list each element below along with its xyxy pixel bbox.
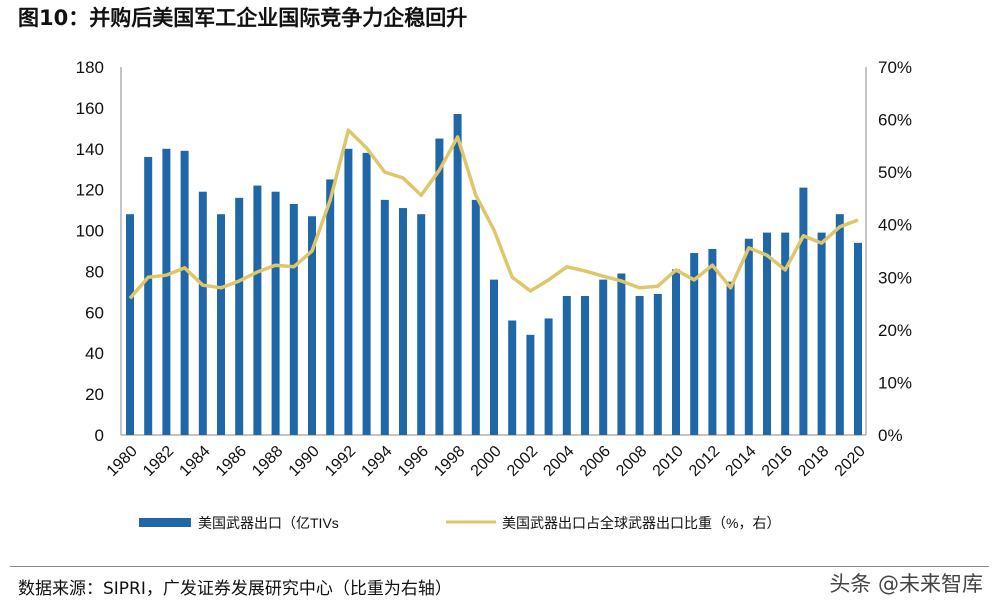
bar-2019 [835,214,844,435]
right-tick-label: 20% [878,321,912,340]
legend-bar-label: 美国武器出口（亿TIVs [198,515,339,531]
bar-2013 [726,281,735,435]
x-tick-label: 2004 [540,443,577,480]
right-tick-label: 40% [878,216,912,235]
bar-1983 [180,150,189,436]
left-tick-label: 140 [76,140,104,159]
x-tick-label: 1984 [176,443,213,480]
x-tick-label: 1994 [358,443,395,480]
left-tick-label: 120 [76,181,104,200]
bar-1992 [344,148,353,435]
watermark: 头条 @未来智库 [829,572,983,596]
x-tick-label: 1980 [104,443,141,480]
x-tick-label: 1988 [249,443,286,480]
bar-1991 [326,179,335,435]
x-tick-label: 2016 [759,443,796,480]
x-tick-label: 1982 [140,443,177,480]
bar-1997 [435,138,444,436]
bar-1999 [471,199,480,435]
bar-1993 [362,152,371,435]
right-tick-label: 10% [878,373,912,392]
legend-line-label: 美国武器出口占全球武器出口比重（%，右） [502,515,780,531]
bar-1984 [198,191,207,435]
bar-1988 [271,191,280,435]
bar-1985 [217,214,225,435]
x-tick-label: 1990 [286,443,323,480]
bar-2002 [526,334,535,435]
bar-2011 [690,253,699,435]
bar-2015 [763,232,771,435]
bar-1995 [399,208,407,435]
bar-1987 [253,185,262,435]
left-tick-label: 80 [85,262,104,281]
bar-1990 [308,216,316,435]
bar-2000 [490,279,498,435]
left-tick-label: 0 [95,426,104,445]
bar-1994 [380,199,389,435]
x-tick-label: 2006 [577,443,614,480]
left-tick-label: 180 [76,58,104,77]
x-tick-label: 2000 [468,443,505,480]
bar-2006 [599,279,608,435]
bar-2007 [617,273,626,435]
bar-2004 [562,295,571,435]
bar-2008 [635,295,644,435]
x-tick-label: 2002 [504,443,541,480]
bar-2009 [653,293,662,435]
x-tick-label: 1996 [395,443,432,480]
bar-2020 [854,242,862,435]
left-tick-label: 160 [76,99,104,118]
bar-2016 [781,232,790,435]
bar-1981 [144,156,153,435]
x-tick-label: 2020 [832,443,869,480]
x-tick-label: 1986 [213,443,250,480]
bar-2010 [672,269,680,435]
right-tick-label: 70% [878,58,912,77]
bar-2014 [744,238,753,435]
x-tick-label: 2018 [795,443,832,480]
x-tick-label: 1998 [431,443,468,480]
left-tick-label: 100 [76,222,104,241]
bar-2017 [799,187,808,435]
right-tick-label: 0% [878,426,903,445]
left-tick-label: 40 [85,344,104,363]
x-tick-label: 2012 [686,443,723,480]
left-tick-label: 20 [85,385,104,404]
bar-1989 [289,203,298,435]
figure-title: 图10：并购后美国军工企业国际竞争力企稳回升 [18,6,468,30]
x-tick-label: 2008 [613,443,650,480]
bar-2003 [544,318,553,435]
x-tick-label: 1992 [322,443,359,480]
right-tick-label: 30% [878,268,912,287]
left-tick-label: 60 [85,303,104,322]
right-tick-label: 50% [878,163,912,182]
x-tick-label: 2014 [722,443,759,480]
source-note: 数据来源：SIPRI，广发证券发展研究中心（比重为右轴） [18,579,452,599]
bar-2018 [817,232,826,435]
bar-1998 [453,114,462,436]
x-tick-label: 2010 [650,443,687,480]
bar-1996 [417,214,426,435]
bar-2012 [708,248,717,435]
bar-1982 [162,148,171,435]
right-tick-label: 60% [878,111,912,130]
bar-1980 [126,214,134,435]
legend-bar-swatch [139,518,191,527]
bar-2001 [508,320,517,435]
bar-2005 [581,295,589,435]
divider [10,566,989,567]
bar-1986 [235,197,244,435]
